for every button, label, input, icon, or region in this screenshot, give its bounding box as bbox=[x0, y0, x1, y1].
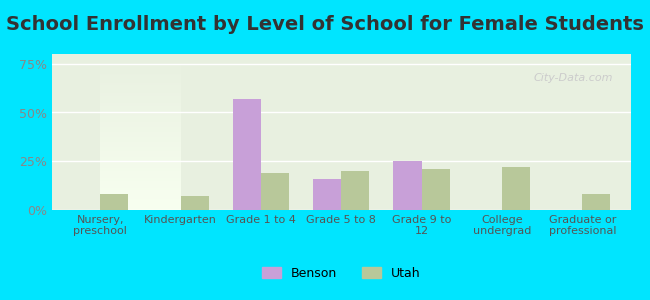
Text: City-Data.com: City-Data.com bbox=[534, 73, 613, 83]
Bar bbox=[422, 169, 450, 210]
Bar bbox=[582, 194, 610, 210]
Bar bbox=[313, 179, 341, 210]
Text: School Enrollment by Level of School for Female Students: School Enrollment by Level of School for… bbox=[6, 15, 644, 34]
Legend: Benson, Utah: Benson, Utah bbox=[257, 262, 426, 285]
Bar bbox=[502, 167, 530, 210]
Bar bbox=[100, 194, 128, 210]
Bar bbox=[233, 99, 261, 210]
Bar bbox=[341, 171, 369, 210]
Bar bbox=[261, 173, 289, 210]
Bar bbox=[393, 161, 422, 210]
Bar bbox=[181, 196, 209, 210]
